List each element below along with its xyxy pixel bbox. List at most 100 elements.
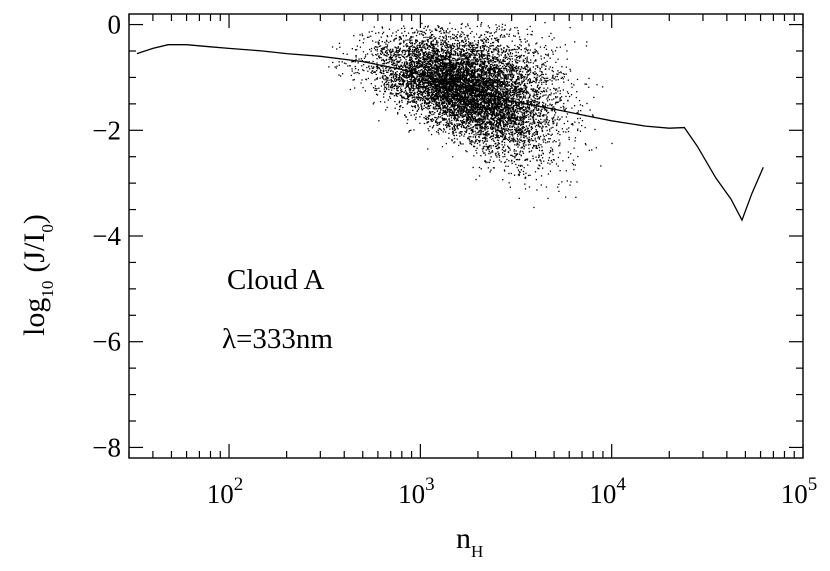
data-point <box>404 28 405 29</box>
data-point <box>542 91 543 92</box>
data-point <box>400 88 401 89</box>
data-point <box>545 126 546 127</box>
data-point <box>457 34 458 35</box>
data-point <box>423 55 424 56</box>
data-point <box>532 31 533 32</box>
data-point <box>443 51 444 52</box>
data-point <box>420 31 421 32</box>
data-point <box>465 45 466 46</box>
data-point <box>577 79 578 80</box>
data-point <box>519 134 520 135</box>
data-point <box>482 47 483 48</box>
data-point <box>544 80 545 81</box>
data-point <box>549 163 550 164</box>
data-point <box>444 32 445 33</box>
data-point <box>380 69 381 70</box>
data-point <box>586 45 587 46</box>
data-point <box>537 94 538 95</box>
data-point <box>434 73 435 74</box>
data-point <box>509 71 510 72</box>
data-point <box>403 46 404 47</box>
data-point <box>547 112 548 113</box>
data-point <box>547 80 548 81</box>
data-point <box>497 132 498 133</box>
data-point <box>529 139 530 140</box>
data-point <box>579 100 580 101</box>
data-point <box>539 147 540 148</box>
data-point <box>544 136 545 137</box>
data-point <box>507 71 508 72</box>
data-point <box>519 72 520 73</box>
data-point <box>458 69 459 70</box>
data-point <box>520 94 521 95</box>
data-point <box>516 49 517 50</box>
data-point <box>553 123 554 124</box>
data-point <box>377 47 378 48</box>
data-point <box>549 104 550 105</box>
data-point <box>471 59 472 60</box>
data-point <box>543 74 544 75</box>
data-point <box>476 108 477 109</box>
data-point <box>387 107 388 108</box>
data-point <box>438 27 439 28</box>
data-point <box>518 56 519 57</box>
data-point <box>557 59 558 60</box>
data-point <box>441 27 442 28</box>
data-point <box>567 180 568 181</box>
data-point <box>558 140 559 141</box>
data-point <box>433 36 434 37</box>
data-point <box>523 124 524 125</box>
data-point <box>383 84 384 85</box>
data-point <box>515 133 516 134</box>
data-point <box>524 117 525 118</box>
data-point <box>514 161 515 162</box>
data-point <box>502 73 503 74</box>
data-point <box>453 131 454 132</box>
data-point <box>410 65 411 66</box>
data-point <box>502 152 503 153</box>
data-point <box>417 57 418 58</box>
data-point <box>415 117 416 118</box>
data-point <box>533 62 534 63</box>
data-point <box>500 132 501 133</box>
data-point <box>494 65 495 66</box>
data-point <box>453 108 454 109</box>
data-point <box>492 150 493 151</box>
data-point <box>545 139 546 140</box>
data-point <box>438 130 439 131</box>
data-point <box>490 170 491 171</box>
data-point <box>551 99 552 100</box>
data-point <box>491 32 492 33</box>
data-point <box>564 123 565 124</box>
data-point <box>519 77 520 78</box>
data-point <box>343 53 344 54</box>
data-point <box>516 66 517 67</box>
data-point <box>517 76 518 77</box>
data-point <box>448 119 449 120</box>
data-point <box>429 49 430 50</box>
data-point <box>458 145 459 146</box>
data-point <box>421 23 422 24</box>
data-point <box>545 142 546 143</box>
data-point <box>581 125 582 126</box>
data-point <box>570 27 571 28</box>
data-point <box>428 96 429 97</box>
data-point <box>482 148 483 149</box>
data-point <box>504 169 505 170</box>
data-point <box>477 107 478 108</box>
data-point <box>459 54 460 55</box>
data-point <box>539 155 540 156</box>
data-point <box>533 106 534 107</box>
data-point <box>494 141 495 142</box>
data-point <box>596 147 597 148</box>
data-point <box>525 111 526 112</box>
data-point <box>373 72 374 73</box>
data-point <box>399 86 400 87</box>
data-point <box>430 68 431 69</box>
data-point <box>455 40 456 41</box>
data-point <box>454 34 455 35</box>
data-point <box>417 54 418 55</box>
data-point <box>586 103 587 104</box>
data-point <box>473 167 474 168</box>
data-point <box>493 161 494 162</box>
